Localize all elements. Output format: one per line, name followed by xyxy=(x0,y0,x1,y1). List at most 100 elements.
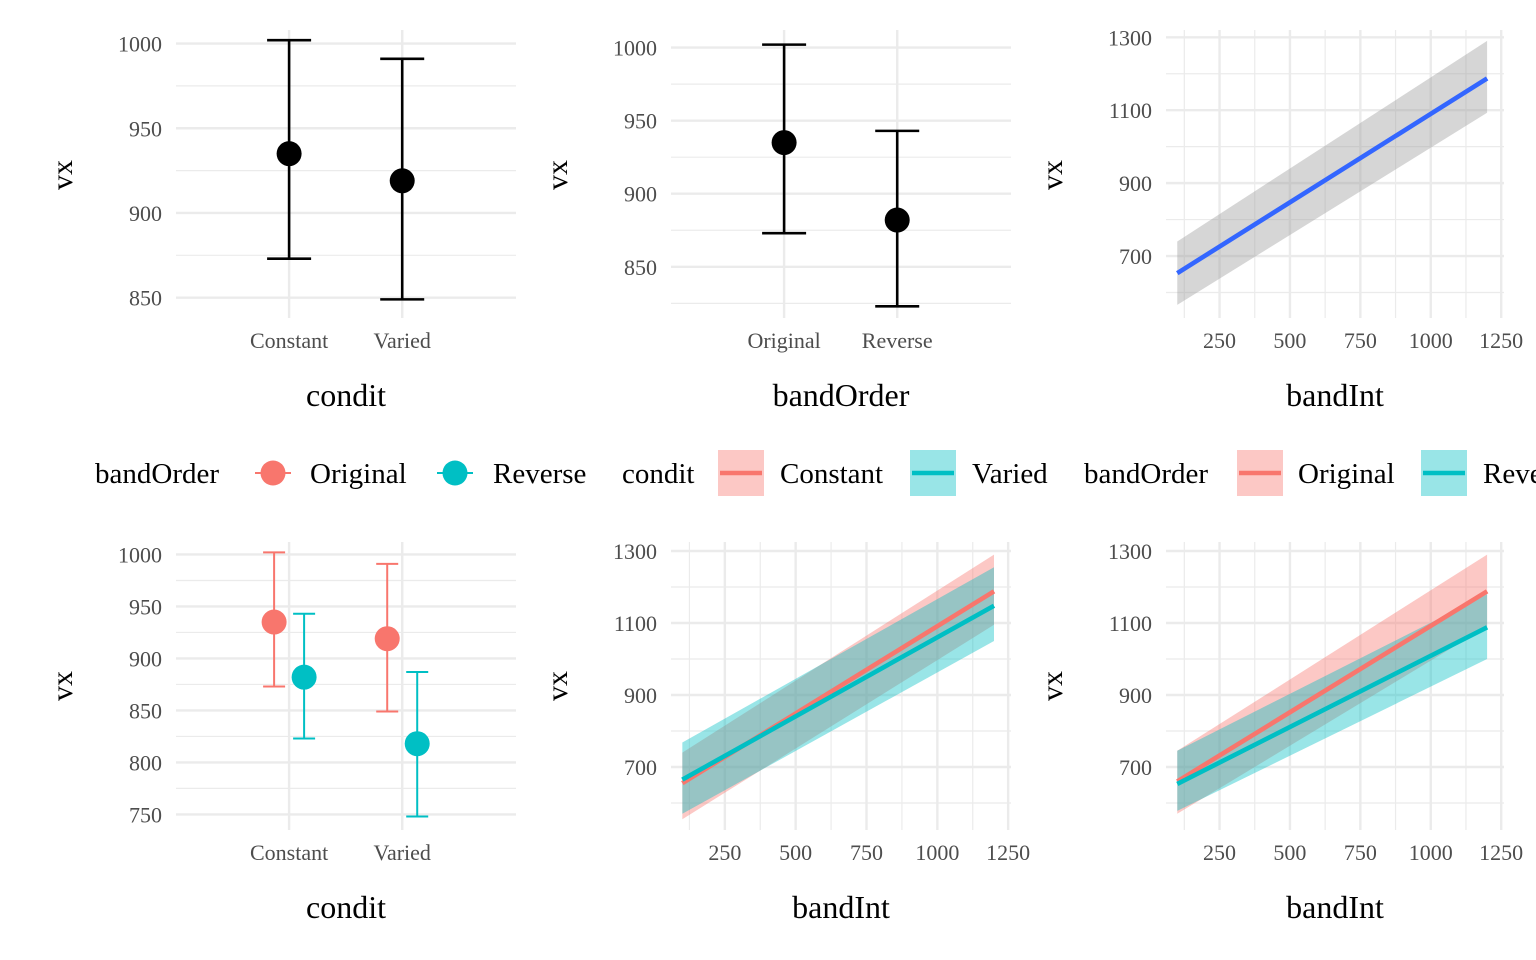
marks xyxy=(1176,554,1489,814)
panel-4: 750 800 850 900 950 1000 Constant Varied condit v… xyxy=(46,542,516,925)
y-axis-title: vx xyxy=(46,671,79,701)
x-tick-label: 250 xyxy=(1203,328,1236,353)
legend-label: Constant xyxy=(780,458,883,490)
gridlines xyxy=(671,542,1011,830)
legend-3: bandOrder Original Reve xyxy=(1084,450,1536,496)
x-axis-title: condit xyxy=(306,889,386,925)
legend-1: bandOrder Original Reverse xyxy=(95,458,586,490)
y-tick-label: 1100 xyxy=(1109,611,1152,636)
gridlines xyxy=(671,30,1011,318)
y-tick-label: 1000 xyxy=(613,36,657,61)
panel-2: 850 900 950 1000 Original Reverse bandOrder vx xyxy=(541,30,1011,413)
fit-line xyxy=(1176,625,1489,786)
x-tick-label: Constant xyxy=(250,328,328,353)
y-axis-title: vx xyxy=(1036,671,1069,701)
y-tick-label: 700 xyxy=(1119,755,1152,780)
x-tick-label: 750 xyxy=(1344,328,1377,353)
y-tick-label: 1000 xyxy=(118,32,162,57)
marks xyxy=(261,551,430,818)
y-tick-label: 700 xyxy=(624,755,657,780)
gridlines xyxy=(1166,30,1504,318)
fit-line xyxy=(681,603,996,782)
y-tick-label: 850 xyxy=(129,286,162,311)
x-tick-label: Reverse xyxy=(862,328,933,353)
y-tick-label: 850 xyxy=(624,255,657,280)
x-tick-label: 500 xyxy=(1273,840,1306,865)
fit-line xyxy=(1176,589,1489,784)
legend-title: bandOrder xyxy=(1084,458,1208,490)
x-tick-label: 250 xyxy=(1203,840,1236,865)
mean-point xyxy=(291,664,317,690)
x-tick-label: Varied xyxy=(374,328,431,353)
panel-6: 700 900 1100 1300 250 500 750 1000 1250 bandInt vx xyxy=(1036,539,1523,925)
x-axis-title: bandInt xyxy=(1286,889,1384,925)
y-tick-label: 1100 xyxy=(1109,98,1152,123)
mean-point xyxy=(389,168,415,194)
x-axis-title: bandOrder xyxy=(773,377,910,413)
y-tick-label: 900 xyxy=(129,201,162,226)
y-axis-title: vx xyxy=(46,160,79,190)
gridlines xyxy=(176,30,516,318)
y-tick-label: 1000 xyxy=(118,542,162,567)
x-tick-label: 1000 xyxy=(915,840,959,865)
mean-point xyxy=(884,207,910,233)
x-tick-label: 1000 xyxy=(1409,328,1453,353)
y-tick-label: 700 xyxy=(1119,244,1152,269)
y-tick-label: 900 xyxy=(1119,683,1152,708)
mean-point xyxy=(261,609,287,635)
panel-1: 850 900 950 1000 Constant Varied condit vx xyxy=(46,30,516,413)
panels: 850 900 950 1000 Constant Varied condit vx 850 90… xyxy=(46,25,1523,925)
confidence-ribbon xyxy=(1177,40,1488,305)
y-tick-label: 1300 xyxy=(1108,25,1152,50)
x-tick-label: 1250 xyxy=(986,840,1030,865)
y-tick-label: 950 xyxy=(129,116,162,141)
y-tick-label: 900 xyxy=(624,683,657,708)
legend-2: condit Constant Varied xyxy=(622,450,1048,496)
y-tick-label: 1300 xyxy=(1108,539,1152,564)
legend-title: bandOrder xyxy=(95,458,219,490)
x-tick-label: Constant xyxy=(250,840,328,865)
y-axis-title: vx xyxy=(541,671,574,701)
gridlines xyxy=(176,542,516,830)
x-tick-label: 1250 xyxy=(1479,328,1523,353)
mean-point xyxy=(276,141,302,167)
legend-label: Original xyxy=(310,458,407,490)
y-tick-label: 950 xyxy=(129,594,162,619)
marks xyxy=(1176,40,1489,305)
panel-5: 700 900 1100 1300 250 500 750 1000 1250 bandInt vx xyxy=(541,539,1030,925)
marks xyxy=(267,38,425,301)
x-axis-title: condit xyxy=(306,377,386,413)
legend-label: Reverse xyxy=(493,458,586,490)
y-tick-label: 950 xyxy=(624,109,657,134)
x-tick-label: Varied xyxy=(374,840,431,865)
mean-point xyxy=(771,130,797,156)
legend-key-point xyxy=(260,460,286,486)
y-tick-label: 900 xyxy=(624,182,657,207)
panel-3: 700 900 1100 1300 250 500 750 1000 1250 bandInt vx xyxy=(1036,25,1523,413)
legend-label: Varied xyxy=(972,458,1048,490)
y-tick-label: 1300 xyxy=(613,539,657,564)
y-axis-title: vx xyxy=(1036,160,1069,190)
x-tick-label: Original xyxy=(747,328,820,353)
marks xyxy=(762,43,920,308)
y-tick-label: 900 xyxy=(129,646,162,671)
x-tick-label: 750 xyxy=(1344,840,1377,865)
x-tick-label: 1250 xyxy=(1479,840,1523,865)
marks xyxy=(681,554,996,820)
mean-point xyxy=(374,626,400,652)
x-tick-label: 250 xyxy=(708,840,741,865)
y-tick-label: 1100 xyxy=(614,611,657,636)
legend-row: bandOrder Original Reverse condit Constant Va… xyxy=(95,450,1536,496)
y-tick-label: 800 xyxy=(129,750,162,775)
x-axis-title: bandInt xyxy=(792,889,890,925)
y-axis-title: vx xyxy=(541,160,574,190)
x-axis-title: bandInt xyxy=(1286,377,1384,413)
legend-title: condit xyxy=(622,458,695,490)
fit-line xyxy=(1176,76,1489,276)
x-tick-label: 1000 xyxy=(1409,840,1453,865)
legend-label: Original xyxy=(1298,458,1395,490)
x-tick-label: 500 xyxy=(1273,328,1306,353)
confidence-ribbon xyxy=(1177,594,1488,811)
legend-key-point xyxy=(442,460,468,486)
